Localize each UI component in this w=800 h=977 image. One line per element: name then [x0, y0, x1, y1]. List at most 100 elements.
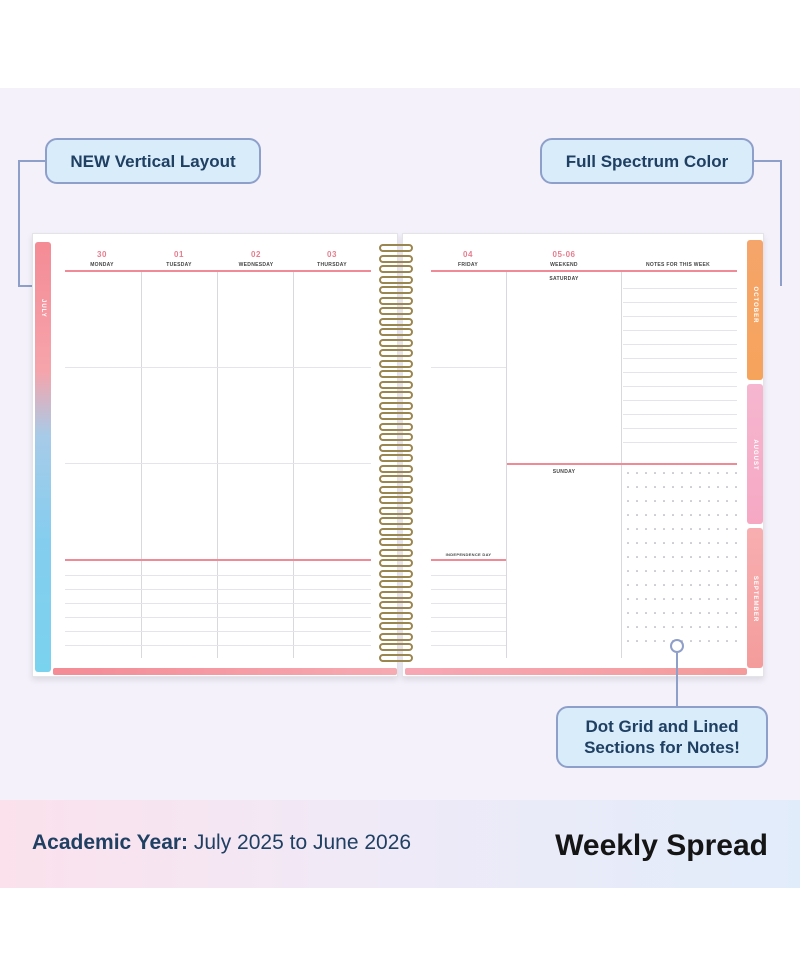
spiral-coil — [379, 422, 413, 431]
spiral-coil — [379, 622, 413, 630]
callout-vertical-layout: NEW Vertical Layout — [45, 138, 261, 184]
callout-dot-grid: Dot Grid and Lined Sections for Notes! — [556, 706, 768, 768]
grid-dot — [726, 612, 728, 614]
grid-dot — [726, 640, 728, 642]
grid-dot — [672, 570, 674, 572]
grid-dot — [636, 528, 638, 530]
column-divider — [506, 272, 507, 658]
grid-dot — [708, 584, 710, 586]
grid-dot — [636, 626, 638, 628]
ruled-line — [65, 589, 371, 590]
grid-dot — [708, 542, 710, 544]
leader-line-left-v — [18, 160, 20, 286]
grid-dot — [645, 514, 647, 516]
grid-dot — [681, 584, 683, 586]
grid-dot — [690, 598, 692, 600]
grid-dot — [717, 542, 719, 544]
grid-dot — [726, 626, 728, 628]
leader-line-left-h — [18, 160, 46, 162]
grid-dot — [699, 514, 701, 516]
spiral-coil — [379, 464, 413, 473]
grid-dot — [654, 472, 656, 474]
grid-dot — [645, 612, 647, 614]
grid-dot — [717, 472, 719, 474]
grid-dot — [627, 556, 629, 558]
grid-dot — [672, 528, 674, 530]
spiral-coil — [379, 254, 413, 263]
grid-dot — [726, 542, 728, 544]
spiral-coil — [379, 559, 413, 567]
planner-left-page: JULY 30 MONDAY 01 TUESDAY 02 WEDNESDAY 0… — [32, 233, 398, 677]
spiral-coil — [379, 296, 413, 305]
weekend-divider — [507, 463, 737, 465]
grid-dot — [717, 626, 719, 628]
grid-dot — [699, 570, 701, 572]
ruled-line — [65, 617, 371, 618]
grid-dot — [645, 528, 647, 530]
grid-dot — [681, 500, 683, 502]
grid-dot — [717, 612, 719, 614]
spiral-coil — [379, 443, 413, 452]
callout-dot-grid-line2: Sections for Notes! — [584, 738, 740, 757]
grid-dot — [690, 640, 692, 642]
spiral-coil — [379, 454, 413, 462]
grid-dot — [672, 556, 674, 558]
grid-dot — [663, 542, 665, 544]
grid-dot — [645, 626, 647, 628]
grid-dot — [717, 640, 719, 642]
grid-dot — [663, 472, 665, 474]
ruled-line — [623, 414, 737, 415]
grid-dot — [636, 570, 638, 572]
spiral-coil — [379, 380, 413, 389]
day-date: 05-06 — [552, 250, 576, 259]
spiral-coil — [379, 611, 413, 620]
grid-dot — [717, 598, 719, 600]
month-tab-october — [747, 240, 763, 380]
grid-dot — [717, 584, 719, 586]
academic-year-text: Academic Year: July 2025 to June 2026 — [32, 831, 411, 855]
grid-dot — [654, 528, 656, 530]
side-tab-october: OCTOBER — [752, 286, 758, 324]
grid-dot — [645, 472, 647, 474]
grid-dot — [636, 640, 638, 642]
grid-dot — [654, 500, 656, 502]
grid-dot — [672, 626, 674, 628]
grid-dot — [645, 500, 647, 502]
grid-dot — [636, 514, 638, 516]
grid-dot — [726, 472, 728, 474]
footer-band — [0, 800, 800, 888]
grid-dot — [654, 584, 656, 586]
color-tab-strip-left — [35, 242, 51, 672]
ruled-line — [65, 603, 371, 604]
grid-dot — [726, 500, 728, 502]
spiral-coil — [379, 401, 413, 410]
grid-dot — [627, 500, 629, 502]
ruled-line — [623, 344, 737, 345]
grid-dot — [690, 556, 692, 558]
grid-dot — [636, 612, 638, 614]
grid-dot — [627, 626, 629, 628]
ruled-line — [431, 575, 506, 576]
grid-dot — [681, 486, 683, 488]
grid-dot — [627, 542, 629, 544]
spiral-coil — [379, 275, 413, 284]
header-divider — [65, 270, 371, 272]
spiral-coil — [379, 359, 413, 368]
grid-dot — [690, 500, 692, 502]
grid-dot — [717, 570, 719, 572]
grid-dot — [663, 598, 665, 600]
side-tab-september: SEPTEMBER — [752, 575, 758, 623]
grid-dot — [690, 626, 692, 628]
grid-dot — [708, 500, 710, 502]
grid-dot — [735, 570, 737, 572]
grid-dot — [708, 612, 710, 614]
notes-header: NOTES FOR THIS WEEK — [645, 262, 711, 268]
spiral-coil — [379, 496, 413, 504]
lined-section-divider — [65, 559, 371, 561]
grid-dot — [663, 486, 665, 488]
spiral-coil — [379, 433, 413, 441]
grid-dot — [672, 486, 674, 488]
spiral-coil — [379, 475, 413, 483]
grid-dot — [699, 472, 701, 474]
grid-dot — [627, 612, 629, 614]
